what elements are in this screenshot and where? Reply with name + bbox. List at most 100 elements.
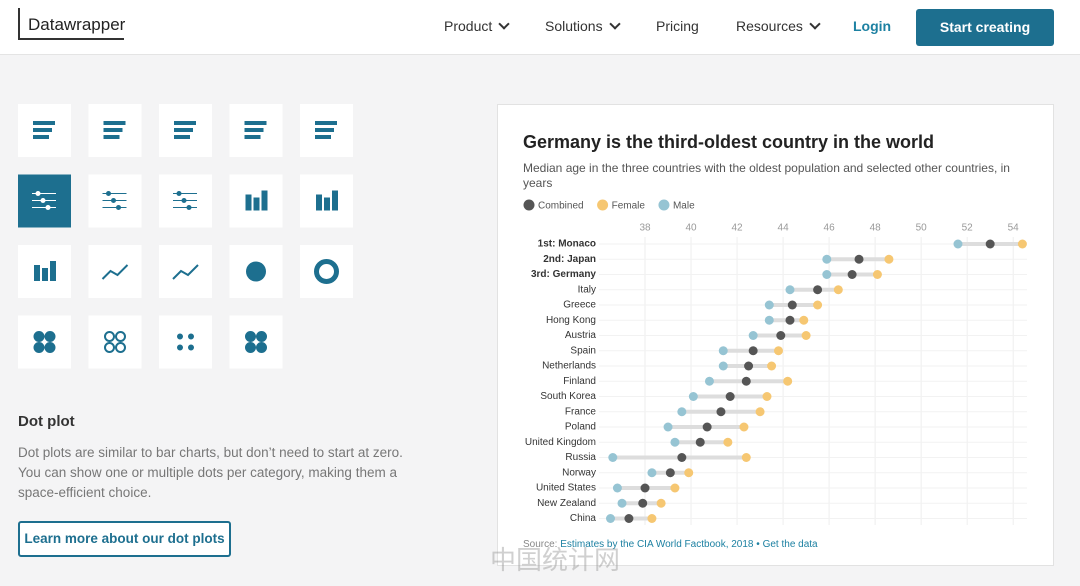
icon-glyph [103,135,120,139]
chart-type-button[interactable] [229,315,283,369]
dot [670,483,680,493]
dot [1017,239,1027,249]
category-label: United States [536,483,596,494]
category-label: Norway [562,467,596,478]
dot [785,285,795,295]
dot [833,285,843,295]
nav-item[interactable]: Pricing [656,18,699,34]
dot [847,270,857,279]
x-tick-label: 40 [685,223,697,234]
dot [647,514,657,523]
icon-glyph [111,198,116,203]
chart-type-button[interactable] [88,315,142,369]
chart-type-button[interactable] [88,245,142,298]
dot [776,331,786,340]
icon-glyph [115,331,126,342]
watermark: 中国统计网 [490,545,621,575]
login-link[interactable]: Login [853,18,892,34]
icon-glyph [315,121,337,125]
dot [718,346,728,356]
icon-glyph [172,264,199,280]
dot [854,254,864,264]
dot [723,437,733,447]
category-label: Austria [565,330,597,341]
category-label: 1st: Monaco [538,239,596,250]
icon-glyph [315,128,334,132]
dot [677,407,687,417]
icon-glyph [104,342,115,353]
nav-item[interactable]: Resources [736,18,819,34]
icon-glyph [245,194,252,211]
category-label: Finland [563,376,596,387]
icon-glyph [104,331,115,342]
dot [612,483,622,493]
dot [785,315,795,325]
x-tick-label: 46 [824,223,836,234]
icon-glyph [181,198,187,203]
dot [748,331,758,340]
icon-glyph [106,191,111,196]
data-link[interactable]: Get the data [762,539,818,550]
category-label: 3rd: Germany [531,269,596,280]
dot [677,453,687,462]
separator: • [756,539,760,550]
chart-type-button[interactable] [300,245,353,298]
category-label: France [565,406,597,417]
sidebar-description: Dot plots are similar to bar charts, but… [18,445,403,500]
dot [741,376,751,386]
icon-glyph [186,205,192,210]
sidebar-heading: Dot plot [18,413,75,430]
dot [695,437,705,447]
chart-subtitle: Median age in the three countries with t… [523,161,1010,190]
chart-type-button[interactable] [159,245,212,298]
dot [617,498,627,508]
icon-glyph [316,194,322,211]
category-label: 2nd: Japan [543,254,596,265]
icon-glyph [177,344,183,351]
learn-more-button[interactable]: Learn more about our dot plots [18,521,231,557]
dot [684,468,694,478]
chart: 38 40 42 44 46 48 50 52 54 Combined Female Male 1st:… [523,199,1027,525]
dot [624,514,634,523]
x-tick-label: 52 [962,223,974,234]
source-link[interactable]: Estimates by the CIA World Factbook, 201… [560,539,754,550]
icon-glyph [115,342,126,353]
chart-type-grid [18,104,353,369]
icon-glyph [103,128,123,132]
dot [762,392,772,401]
nav-item[interactable]: Product [444,18,508,34]
dot [663,422,673,432]
category-label: Italy [578,284,596,295]
dot [725,392,735,401]
dot [748,346,758,356]
logo[interactable]: Datawrapper [18,8,125,40]
icon-glyph [33,331,45,342]
legend-label: Male [673,201,695,212]
nav-item[interactable]: Solutions [545,18,619,34]
category-label: Greece [563,300,596,311]
dot [755,407,765,417]
dot [716,407,726,417]
icon-glyph [253,197,260,211]
category-label: Hong Kong [546,315,596,326]
icon-glyph [34,265,40,281]
chart-type-button[interactable] [159,315,212,369]
dot [801,331,811,340]
dot [702,422,712,432]
dot [773,346,783,356]
icon-glyph [245,331,256,342]
dot [985,239,995,249]
icon-glyph [256,342,267,353]
icon-glyph [33,121,55,125]
dot [638,498,648,508]
category-label: China [570,513,597,524]
chart-type-button[interactable] [18,315,71,369]
icon-glyph [315,135,331,139]
cta-button[interactable]: Start creating [916,9,1054,46]
dot [640,483,650,493]
icon-glyph [116,205,121,210]
dot [739,422,749,432]
icon-glyph [35,191,41,196]
